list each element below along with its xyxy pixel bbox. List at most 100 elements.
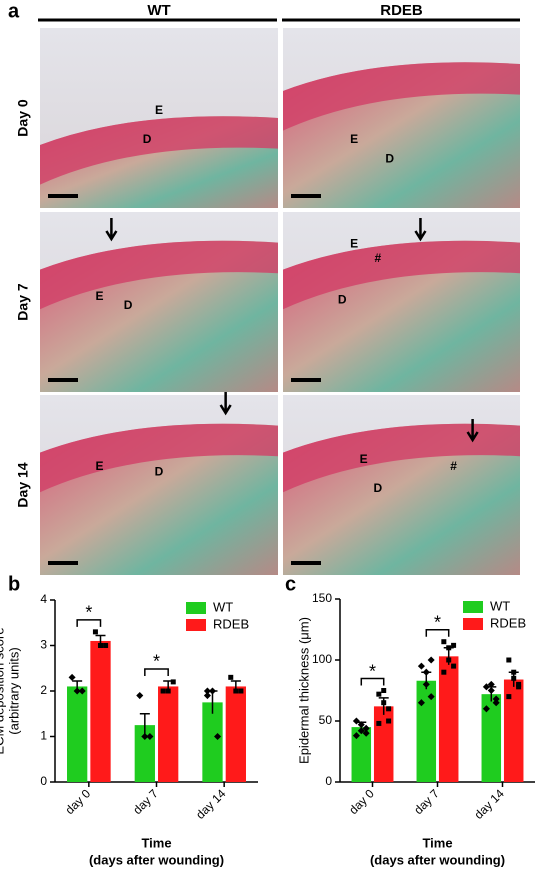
data-point [357,727,365,735]
data-point [381,700,387,706]
data-point [427,656,435,664]
data-point [68,673,76,681]
bar [202,702,223,782]
bar [481,694,502,782]
tissue-label: D [385,152,394,166]
data-point [376,720,382,726]
legend-swatch [186,619,206,631]
tissue-label: D [373,481,382,495]
significance-label: * [153,652,160,672]
data-point [376,691,382,697]
data-point [203,692,211,700]
data-point [141,732,149,741]
y-tick-label: 100 [312,652,332,666]
significance-bracket [360,677,385,686]
error-bar [139,713,150,737]
y-tick-label: 50 [319,713,333,727]
data-point [451,642,457,648]
panel-label: a [8,0,20,22]
epidermis [283,62,520,131]
data-point [446,657,452,663]
x-tick-label: day 7 [130,786,161,817]
arrow [219,392,232,416]
tissue-label: # [450,459,457,473]
data-point [451,663,457,669]
data-point [170,679,176,685]
legend-label: WT [490,598,510,613]
epidermis [40,423,278,493]
data-point [357,721,365,729]
data-point [78,687,86,695]
y-tick-label: 4 [40,592,47,606]
y-tick-label: 150 [312,591,332,605]
tissue-label: E [360,452,368,466]
tissue-label: D [155,465,164,479]
data-point [352,717,360,725]
data-point [386,706,392,712]
data-point [516,681,522,687]
data-point [482,705,490,713]
y-tick-label: 1 [40,729,47,743]
panel-label: c [285,573,296,595]
epidermis [40,116,278,185]
data-point [233,688,239,694]
data-point [238,688,244,694]
bar [90,640,111,782]
epidermis [40,240,278,310]
legend-label: RDEB [490,615,526,630]
data-point [228,674,234,680]
data-point [506,694,512,700]
bar [158,686,179,782]
y-tick-label: 2 [40,683,47,697]
legend-swatch [463,601,483,613]
data-point [511,669,517,675]
data-point [92,629,98,635]
data-point [165,688,171,694]
legend-swatch [186,602,206,614]
data-point [362,729,370,737]
column-header: WT [147,2,170,19]
bar [503,679,524,782]
arrow [466,419,479,443]
data-point [441,669,447,675]
row-label: Day 7 [15,283,31,321]
x-axis-label: (days after wounding) [89,852,224,867]
tissue-label: E [95,459,103,473]
data-point [441,639,447,645]
x-tick-label: day 14 [471,786,507,822]
legend-label: RDEB [213,616,249,631]
data-point [487,686,495,695]
bar [225,686,246,782]
data-point [352,732,360,740]
tissue-label: D [124,298,133,312]
panel-label: b [8,573,20,595]
data-point [362,724,370,732]
x-axis-label: Time [141,835,171,850]
x-tick-label: day 14 [193,786,229,822]
data-point [506,657,512,663]
x-tick-label: day 7 [411,786,442,817]
data-point [487,680,495,688]
data-point [208,687,217,695]
tissue-label: E [155,103,163,117]
column-header: RDEB [380,2,423,19]
y-axis-label: ECM deposition score [0,627,6,754]
data-point [381,688,387,693]
row-label: Day 0 [15,99,31,137]
y-axis-label: Epidermal thickness (μm) [296,617,311,764]
tissue-label: E [350,132,358,146]
data-point [417,699,425,707]
significance-bracket [425,628,450,637]
bar [67,686,88,782]
legend-label: WT [213,599,233,614]
x-axis-label: Time [422,835,452,850]
data-point [160,688,166,694]
significance-bracket [144,668,169,676]
tissue-label: # [374,251,381,265]
data-point [136,692,144,700]
y-tick-label: 3 [40,638,47,652]
significance-label: * [369,661,376,681]
y-axis-label: (arbitrary units) [6,647,21,734]
x-tick-label: day 0 [346,786,377,817]
data-point [386,718,392,724]
